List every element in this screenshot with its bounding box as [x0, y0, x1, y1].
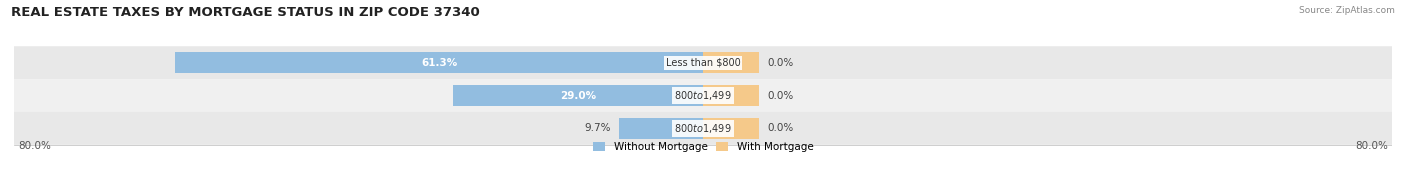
Bar [176, 52, 703, 73]
Bar [703, 118, 759, 139]
Text: Source: ZipAtlas.com: Source: ZipAtlas.com [1299, 6, 1395, 15]
Bar [703, 85, 759, 106]
Legend: Without Mortgage, With Mortgage: Without Mortgage, With Mortgage [589, 137, 817, 156]
Text: $800 to $1,499: $800 to $1,499 [675, 122, 731, 135]
Text: 80.0%: 80.0% [18, 141, 51, 151]
Text: 0.0%: 0.0% [768, 58, 794, 68]
Text: 0.0%: 0.0% [768, 90, 794, 101]
Text: 0.0%: 0.0% [768, 123, 794, 133]
Text: 80.0%: 80.0% [1355, 141, 1388, 151]
FancyBboxPatch shape [14, 79, 1392, 112]
Bar [453, 85, 703, 106]
Text: $800 to $1,499: $800 to $1,499 [675, 89, 731, 102]
Text: Less than $800: Less than $800 [665, 58, 741, 68]
Bar [620, 118, 703, 139]
FancyBboxPatch shape [14, 46, 1392, 79]
Text: REAL ESTATE TAXES BY MORTGAGE STATUS IN ZIP CODE 37340: REAL ESTATE TAXES BY MORTGAGE STATUS IN … [11, 6, 479, 19]
Text: 9.7%: 9.7% [585, 123, 610, 133]
Text: 61.3%: 61.3% [420, 58, 457, 68]
FancyBboxPatch shape [14, 112, 1392, 145]
Text: 29.0%: 29.0% [560, 90, 596, 101]
Bar [703, 52, 759, 73]
